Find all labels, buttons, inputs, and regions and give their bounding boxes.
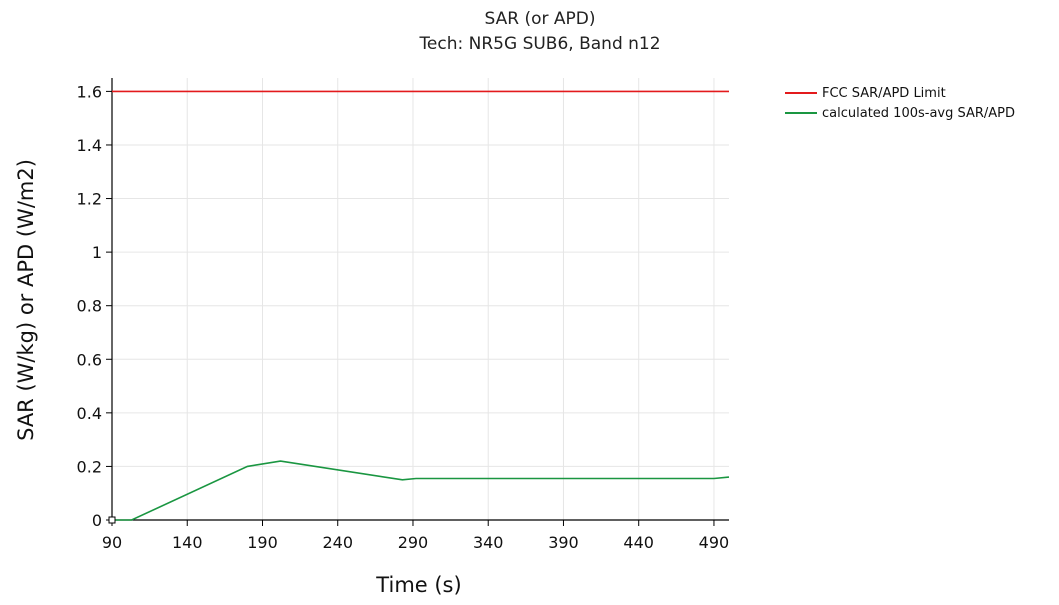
y-tick-label: 1.2 [77,190,102,209]
y-tick-label: 0.2 [77,457,102,476]
origin-marker [108,516,116,524]
y-tick-label: 0.4 [77,404,102,423]
chart-subtitle: Tech: NR5G SUB6, Band n12 [418,34,660,54]
series-layer [108,90,730,524]
y-tick-label: 0.6 [77,350,102,369]
x-axis-label: Time (s) [375,573,461,597]
y-tick-label: 1 [92,243,102,262]
chart-title: SAR (or APD) [485,9,596,29]
x-tick-label: 190 [247,533,278,552]
x-tick-label: 240 [322,533,353,552]
x-tick-label: 340 [473,533,504,552]
legend-label-1: calculated 100s-avg SAR/APD [822,106,1015,121]
x-tick-label: 90 [102,533,122,552]
legend-label-0: FCC SAR/APD Limit [822,86,946,101]
x-tick-label: 140 [172,533,203,552]
tick-labels: 90 140 190 240 290 340 390 440 490 0 0.2 0.4 0.6 0.8 1… [77,82,730,552]
x-tick-label: 490 [699,533,730,552]
x-tick-label: 390 [548,533,579,552]
y-tick-label: 0.8 [77,297,102,316]
y-tick-label: 1.6 [77,82,102,101]
y-tick-label: 1.4 [77,136,102,155]
y-axis-label: SAR (W/kg) or APD (W/m2) [14,159,38,441]
x-tick-label: 290 [398,533,429,552]
series-line-1 [112,460,730,521]
y-tick-label: 0 [92,511,102,530]
grid [111,78,729,521]
legend: FCC SAR/APD Limit calculated 100s-avg SAR… [785,86,1015,121]
axes [106,78,729,526]
x-tick-label: 440 [623,533,654,552]
